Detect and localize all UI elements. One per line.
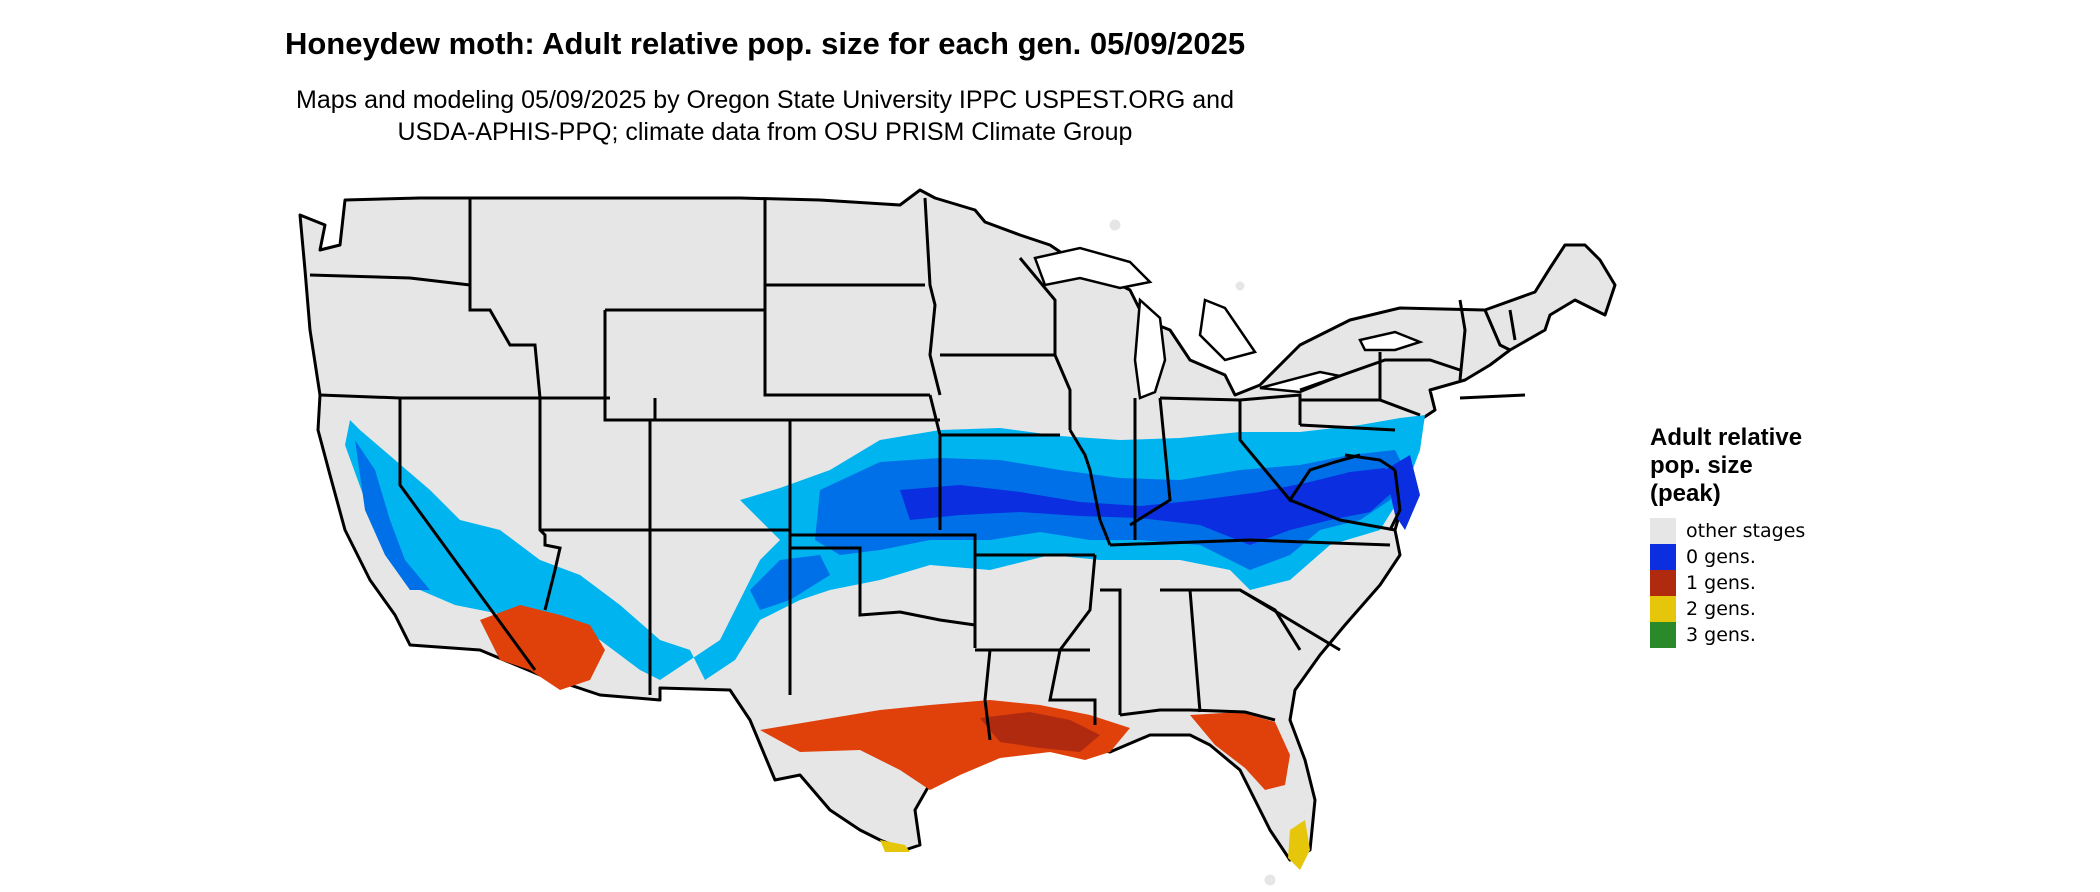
- legend-item-1-gens: 1 gens.: [1650, 570, 1910, 596]
- legend-swatch: [1650, 622, 1676, 648]
- legend-title-line-3: (peak): [1650, 480, 1721, 507]
- legend-swatch: [1650, 570, 1676, 596]
- legend-label: other stages: [1686, 520, 1806, 542]
- legend-item-other-stages: other stages: [1650, 518, 1910, 544]
- legend-label: 2 gens.: [1686, 598, 1756, 620]
- coastal-islands: [1109, 219, 1276, 886]
- map-subtitle: Maps and modeling 05/09/2025 by Oregon S…: [0, 84, 1530, 148]
- legend-item-0-gens: 0 gens.: [1650, 544, 1910, 570]
- subtitle-line-2: USDA-APHIS-PPQ; climate data from OSU PR…: [397, 118, 1133, 146]
- legend-label: 0 gens.: [1686, 546, 1756, 568]
- great-lakes: [1033, 246, 1424, 400]
- two-gens-region: [880, 820, 1310, 870]
- legend-title-line-2: pop. size: [1650, 452, 1753, 479]
- us-map: [298, 188, 1617, 886]
- subtitle-line-1: Maps and modeling 05/09/2025 by Oregon S…: [296, 86, 1234, 114]
- legend-item-2-gens: 2 gens.: [1650, 596, 1910, 622]
- legend-label: 1 gens.: [1686, 572, 1756, 594]
- legend-swatch: [1650, 544, 1676, 570]
- legend-swatch: [1650, 596, 1676, 622]
- state-boundaries: [309, 197, 1526, 741]
- legend-swatch: [1650, 518, 1676, 544]
- one-gen-region: [480, 605, 1290, 790]
- legend-title-line-1: Adult relative: [1650, 424, 1803, 451]
- legend-item-3-gens: 3 gens.: [1650, 622, 1910, 648]
- legend-label: 3 gens.: [1686, 624, 1756, 646]
- legend-title: Adult relative pop. size (peak): [1650, 424, 1910, 508]
- map-legend: Adult relative pop. size (peak) other st…: [1650, 424, 1910, 648]
- map-title: Honeydew moth: Adult relative pop. size …: [284, 26, 1246, 61]
- zero-gens-region: [345, 415, 1425, 680]
